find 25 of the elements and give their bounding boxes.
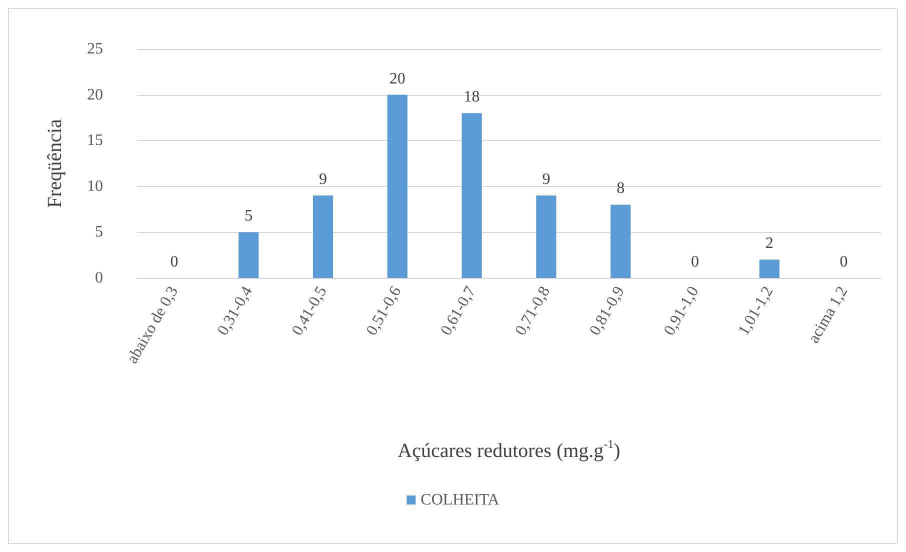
data-label: 2 <box>765 235 774 252</box>
y-tick-label: 15 <box>87 132 103 150</box>
data-label: 0 <box>840 254 848 270</box>
y-tick-label: 25 <box>87 40 103 58</box>
data-label: 9 <box>542 171 550 188</box>
y-tick-label: 0 <box>95 270 103 286</box>
y-axis-title: Freqüência <box>44 118 66 208</box>
bar <box>536 196 556 278</box>
data-label: 20 <box>389 70 406 88</box>
data-label: 8 <box>616 180 625 198</box>
bar <box>312 196 334 278</box>
bar <box>238 232 259 278</box>
y-tick-label: 5 <box>95 224 103 241</box>
data-label: 18 <box>464 88 480 106</box>
y-tick-label: 10 <box>87 178 103 195</box>
data-label: 0 <box>170 254 178 270</box>
legend-label: COLHEITA <box>420 492 500 508</box>
bar <box>462 113 482 278</box>
bar <box>387 94 408 278</box>
y-tick-label: 20 <box>87 86 103 104</box>
bar <box>610 204 631 278</box>
data-label: 5 <box>244 208 253 225</box>
data-label: 9 <box>319 171 327 188</box>
data-label: 0 <box>691 254 699 270</box>
bar <box>759 260 780 278</box>
